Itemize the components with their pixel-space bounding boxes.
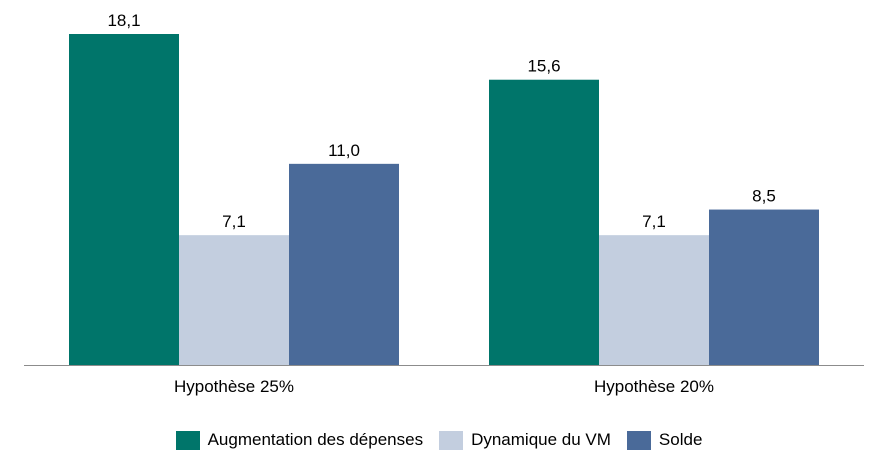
legend-item-0: Augmentation des dépenses <box>175 430 424 450</box>
legend-item-2: Solde <box>626 430 703 450</box>
legend-item-1: Dynamique du VM <box>439 430 611 450</box>
value-label-0-0: 18,1 <box>107 11 140 30</box>
value-label-2-0: 11,0 <box>328 141 360 160</box>
legend: Augmentation des dépenses Dynamique du V… <box>0 426 878 454</box>
legend-swatch-2 <box>626 430 651 450</box>
legend-label-0: Augmentation des dépenses <box>207 430 424 449</box>
legend-swatch-1 <box>439 430 464 450</box>
value-label-1-0: 7,1 <box>222 212 246 231</box>
legend-label-2: Solde <box>658 430 703 449</box>
bar-2-1 <box>709 209 819 365</box>
category-label-1: Hypothèse 20% <box>594 377 714 396</box>
category-labels-group: Hypothèse 25% Hypothèse 20% <box>174 377 714 396</box>
value-label-1-1: 7,1 <box>642 212 666 231</box>
value-labels-group: 18,1 7,1 11,0 15,6 7,1 8,5 <box>107 11 775 231</box>
bar-1-1 <box>599 235 709 365</box>
category-label-0: Hypothèse 25% <box>174 377 294 396</box>
bar-0-1 <box>489 79 599 365</box>
legend-label-1: Dynamique du VM <box>471 430 611 449</box>
value-label-0-1: 15,6 <box>527 57 560 76</box>
value-label-2-1: 8,5 <box>752 187 776 206</box>
legend-swatch-0 <box>175 430 200 450</box>
bars-group <box>69 34 819 365</box>
bar-2-0 <box>289 163 399 365</box>
bar-0-0 <box>69 34 179 365</box>
bar-1-0 <box>179 235 289 365</box>
